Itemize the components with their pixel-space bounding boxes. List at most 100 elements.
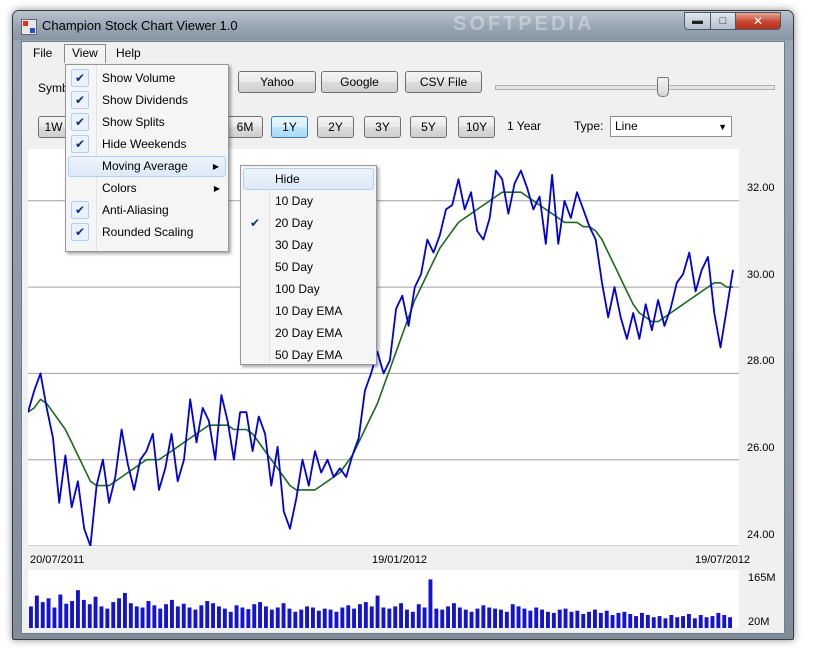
volume-bar — [128, 603, 133, 628]
range-button-6m[interactable]: 6M — [227, 116, 263, 138]
volume-bar — [105, 608, 110, 628]
google-button[interactable]: Google — [321, 71, 398, 93]
volume-bar — [610, 615, 615, 628]
range-button-5y[interactable]: 5Y — [410, 116, 447, 138]
volume-bar — [40, 602, 45, 628]
date-slider[interactable] — [495, 76, 775, 100]
volume-bar — [246, 609, 251, 628]
volume-bar — [164, 604, 168, 628]
volume-bar — [422, 607, 427, 628]
menu-item-colors[interactable]: Colors ▶ — [68, 178, 226, 199]
menu-item-label: Show Splits — [102, 115, 165, 129]
volume-bar — [487, 607, 492, 628]
type-label: Type: — [574, 119, 604, 133]
submenu-item-100-day[interactable]: 100 Day — [243, 278, 374, 300]
range-button-3y[interactable]: 3Y — [364, 116, 401, 138]
volume-bar — [640, 612, 644, 628]
submenu-item-50-day-ema[interactable]: 50 Day EMA — [243, 344, 374, 366]
volume-bar — [193, 609, 198, 628]
volume-bar — [363, 602, 368, 628]
submenu-item-20-day-ema[interactable]: 20 Day EMA — [243, 322, 374, 344]
volume-bar — [469, 611, 474, 628]
volume-bar — [52, 607, 57, 628]
csv-file-button[interactable]: CSV File — [405, 71, 482, 93]
volume-bar — [710, 616, 715, 628]
range-button-2y[interactable]: 2Y — [317, 116, 354, 138]
x-tick-label: 20/07/2011 — [30, 554, 85, 566]
volume-bar — [87, 604, 92, 628]
menu-item-anti-aliasing[interactable]: ✔ Anti-Aliasing — [68, 200, 226, 221]
menu-bar: File View Help — [22, 42, 784, 64]
volume-chart[interactable] — [28, 570, 739, 628]
menu-help[interactable]: Help — [116, 46, 141, 60]
menu-item-moving-average[interactable]: Moving Average ▶ — [68, 156, 226, 177]
volume-bar — [663, 618, 668, 628]
volume-bar — [29, 606, 33, 628]
menu-item-label: Rounded Scaling — [102, 225, 194, 239]
volume-bar — [575, 610, 580, 628]
close-button[interactable]: ✕ — [735, 12, 781, 30]
menu-item-show-dividends[interactable]: ✔ Show Dividends — [68, 90, 226, 111]
price-chart-svg — [28, 169, 739, 546]
maximize-button[interactable]: □ — [710, 12, 736, 30]
range-label: 1 Year — [507, 119, 542, 133]
menu-item-rounded-scaling[interactable]: ✔ Rounded Scaling — [68, 222, 226, 243]
volume-bar — [340, 607, 345, 628]
volume-bar — [217, 606, 221, 628]
volume-bar — [504, 611, 509, 628]
range-button-10y[interactable]: 10Y — [458, 116, 495, 138]
volume-bar — [358, 604, 362, 628]
volume-bar — [211, 603, 215, 628]
menu-item-label: Show Dividends — [102, 93, 189, 107]
volume-bar — [123, 592, 127, 628]
slider-track — [495, 85, 775, 90]
submenu-item-hide[interactable]: Hide — [243, 168, 374, 190]
volume-bar — [70, 601, 74, 628]
submenu-item-50-day[interactable]: 50 Day — [243, 256, 374, 278]
volume-bar — [152, 605, 157, 628]
volume-bar — [269, 609, 274, 628]
volume-bar — [657, 616, 662, 628]
submenu-item-10-day-ema[interactable]: 10 Day EMA — [243, 300, 374, 322]
volume-bar — [170, 599, 174, 628]
type-select[interactable]: Line ▼ — [610, 116, 732, 137]
range-button-1y[interactable]: 1Y — [271, 116, 308, 138]
volume-bar — [187, 607, 192, 628]
menu-item-hide-weekends[interactable]: ✔ Hide Weekends — [68, 134, 226, 155]
volume-bar — [117, 598, 121, 628]
volume-bar — [281, 603, 286, 628]
menu-file[interactable]: File — [33, 46, 53, 60]
volume-bar — [440, 609, 445, 628]
menu-item-label: Anti-Aliasing — [102, 203, 169, 217]
check-icon: ✔ — [71, 223, 89, 241]
menu-view[interactable]: View — [64, 44, 106, 63]
submenu-item-label: 50 Day EMA — [275, 348, 343, 362]
minimize-button[interactable]: ▬ — [684, 12, 711, 30]
submenu-item-30-day[interactable]: 30 Day — [243, 234, 374, 256]
volume-bar — [134, 606, 139, 628]
submenu-item-label: 100 Day — [275, 282, 320, 296]
menu-item-show-volume[interactable]: ✔ Show Volume — [68, 68, 226, 89]
submenu-item-10-day[interactable]: 10 Day — [243, 190, 374, 212]
submenu-item-20-day[interactable]: ✔ 20 Day — [243, 212, 374, 234]
volume-bar — [305, 606, 309, 628]
volume-bar — [410, 611, 415, 628]
client-area: File View Help Symbo Yahoo Google CSV Fi… — [21, 41, 785, 634]
range-button-1w[interactable]: 1W — [38, 116, 69, 138]
slider-thumb[interactable] — [657, 77, 669, 97]
volume-bar — [299, 609, 304, 628]
type-select-value: Line — [615, 119, 638, 133]
volume-bar — [669, 615, 674, 628]
volume-bar — [64, 603, 69, 628]
volume-bar — [704, 617, 709, 628]
minimize-icon: ▬ — [692, 14, 703, 27]
maximize-icon: □ — [719, 14, 727, 27]
volume-bar — [616, 612, 621, 628]
volume-bar — [258, 602, 262, 628]
title-bar[interactable]: Champion Stock Chart Viewer 1.0 SOFTPEDI… — [13, 11, 793, 40]
menu-item-show-splits[interactable]: ✔ Show Splits — [68, 112, 226, 133]
volume-bar — [405, 609, 409, 628]
y-tick-label: 26.00 — [747, 442, 775, 454]
yahoo-button[interactable]: Yahoo — [238, 71, 316, 93]
volume-bar — [393, 606, 398, 628]
